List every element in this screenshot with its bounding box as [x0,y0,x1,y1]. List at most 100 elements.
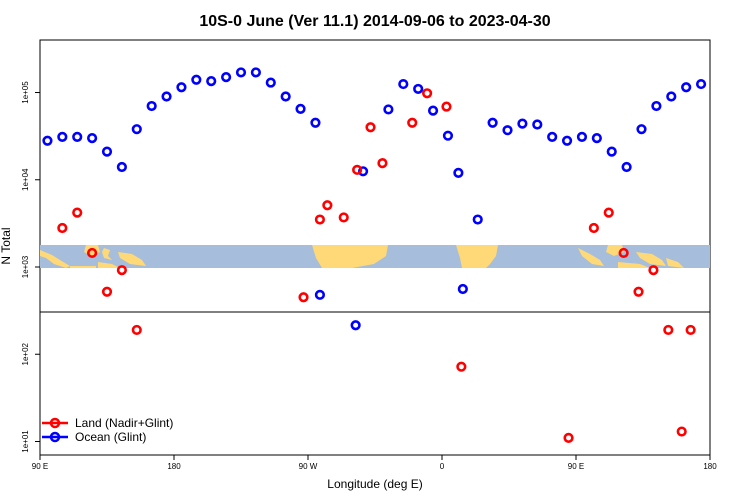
land-point [298,292,309,303]
ocean-point [310,117,321,128]
y-tick-label: 1e+01 [21,430,30,453]
y-tick-label: 1e+04 [21,168,30,191]
ocean-point [101,146,113,157]
land-point [365,122,376,133]
x-tick-label: 180 [167,462,181,471]
ocean-point [591,133,602,144]
land-point [663,324,674,336]
ocean-point [161,91,172,102]
land-point [314,214,326,225]
x-axis-label: Longitude (deg E) [327,477,422,491]
ocean-point [457,283,468,295]
land-point [603,207,614,218]
land-point [456,361,467,372]
y-axis: 1e+01 1e+02 1e+03 1e+04 1e+05 [21,81,40,453]
ocean-point [42,135,53,146]
land-point [407,117,418,128]
map-landmasses [40,245,684,268]
ocean-point [206,76,217,87]
land-point [685,324,696,336]
land-new-guinea-repeat [636,252,666,266]
ocean-point [295,103,306,114]
land-sumatra [40,250,70,268]
ocean-point [532,119,543,130]
x-tick-label: 90 E [32,462,48,471]
legend-label-land: Land (Nadir+Glint) [75,416,173,430]
ocean-point [681,82,692,93]
ocean-point [651,100,662,112]
ocean-point [695,78,707,90]
ocean-point [191,74,202,85]
ocean-point [472,214,483,225]
land-point [377,158,388,169]
ocean-point [250,67,261,78]
ocean-point [666,91,677,102]
legend-marker-land [49,417,61,429]
ocean-point [235,67,247,78]
land-point [676,426,687,437]
legend-marker-ocean [49,431,61,443]
ocean-point [357,166,369,177]
land-point [338,212,349,223]
ocean-point [427,105,439,116]
ocean-point [265,77,276,88]
y-tick-label: 1e+03 [21,255,30,278]
ocean-point [57,131,68,142]
land-point [618,247,629,259]
legend-item-ocean: Ocean (Glint) [42,430,146,444]
ocean-point [413,83,424,95]
land-australia [98,262,120,268]
ocean-point [621,161,632,173]
legend-label-ocean: Ocean (Glint) [75,430,146,444]
x-tick-label: 90 W [299,462,318,471]
series-ocean [42,67,707,331]
legend-item-land: Land (Nadir+Glint) [42,416,173,430]
ocean-point [547,131,558,142]
land-java [70,266,96,268]
land-point [116,265,127,276]
map-strip [40,245,710,268]
ocean-point [517,118,528,129]
ocean-point [383,104,394,115]
land-point [422,88,433,99]
ocean-point [350,320,361,331]
ocean-point [502,125,513,136]
ocean-point [606,146,617,157]
ocean-point [487,117,498,128]
ocean-point [280,91,291,102]
ocean-point [398,78,409,90]
ocean-point [442,130,454,141]
land-point [588,222,599,234]
land-australia-repeat [618,262,650,268]
land-pacific-islands [666,258,684,268]
ocean-point [176,82,187,93]
x-tick-label: 180 [703,462,717,471]
land-point [87,247,98,259]
land-point [57,222,68,234]
land-new-guinea [118,252,146,266]
x-axis: 90 E 180 90 W 0 90 E 180 [32,455,717,471]
land-south-america [312,245,388,268]
series-land [57,88,696,443]
ocean-point [561,135,573,146]
ocean-point [72,131,83,142]
land-sulawesi [102,248,112,260]
ocean-point [87,133,98,144]
ocean-point [131,124,142,135]
x-tick-label: 0 [440,462,445,471]
x-tick-label: 90 E [568,462,584,471]
ocean-point [146,100,157,112]
land-point [648,265,659,276]
land-point [101,286,113,297]
legend: Land (Nadir+Glint) Ocean (Glint) [42,416,173,444]
land-point [633,286,644,297]
land-point [441,101,452,112]
ocean-point [221,72,232,83]
land-sumatra-repeat [578,248,604,266]
ocean-point [314,289,326,300]
land-point [352,164,363,175]
chart-title: 10S-0 June (Ver 11.1) 2014-09-06 to 2023… [199,13,550,30]
land-point [131,324,142,336]
ocean-point [576,131,588,142]
